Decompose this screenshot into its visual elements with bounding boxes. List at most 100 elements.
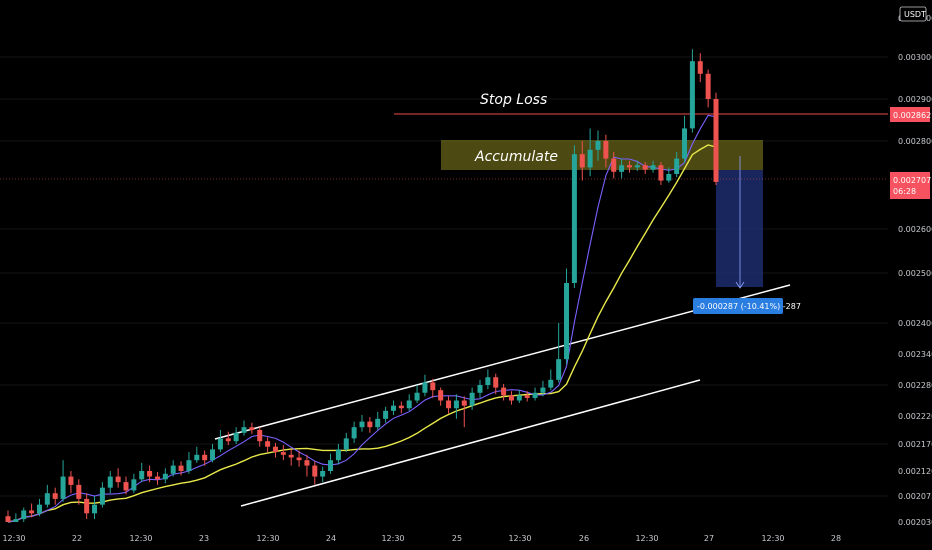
candle-body-4[interactable] — [36, 504, 42, 514]
candle-body-11[interactable] — [92, 504, 98, 514]
candle-body-76[interactable] — [603, 141, 609, 159]
candle-body-28[interactable] — [225, 438, 231, 442]
candle-body-75[interactable] — [595, 141, 601, 150]
candle-body-29[interactable] — [233, 432, 239, 442]
candle-body-64[interactable] — [508, 395, 514, 401]
candle-body-89[interactable] — [705, 73, 711, 99]
candle-body-81[interactable] — [642, 165, 648, 170]
candle-body-60[interactable] — [477, 385, 483, 393]
candle-body-52[interactable] — [414, 392, 420, 401]
candle-body-2[interactable] — [21, 510, 27, 520]
candle-body-12[interactable] — [99, 487, 105, 505]
candle-body-58[interactable] — [461, 400, 467, 406]
candle-body-48[interactable] — [383, 410, 389, 419]
candle-body-27[interactable] — [217, 438, 223, 450]
candle-body-63[interactable] — [501, 387, 507, 396]
candle-body-18[interactable] — [147, 471, 153, 477]
candle-body-33[interactable] — [265, 441, 271, 447]
channel-lower-line[interactable] — [240, 379, 701, 507]
candle-body-69[interactable] — [548, 379, 554, 388]
candle-body-59[interactable] — [469, 392, 475, 406]
candle-body-45[interactable] — [359, 421, 365, 428]
candle-body-40[interactable] — [320, 471, 326, 477]
candle-body-17[interactable] — [139, 471, 145, 480]
candle-body-53[interactable] — [422, 382, 428, 393]
time-tick-5: 24 — [326, 534, 336, 543]
candle-body-87[interactable] — [689, 61, 695, 129]
candle-body-22[interactable] — [178, 465, 184, 471]
candle-body-41[interactable] — [328, 460, 334, 471]
candle-body-25[interactable] — [202, 454, 208, 461]
candle-body-15[interactable] — [123, 482, 129, 491]
candle-body-68[interactable] — [540, 387, 546, 393]
candle-body-51[interactable] — [406, 400, 412, 409]
candle-body-80[interactable] — [634, 165, 640, 168]
candle-body-7[interactable] — [60, 476, 66, 499]
candle-body-67[interactable] — [532, 392, 538, 398]
candle-body-9[interactable] — [76, 484, 82, 499]
candle-body-30[interactable] — [241, 427, 247, 433]
candle-body-90[interactable] — [713, 99, 719, 182]
candle-body-35[interactable] — [280, 452, 286, 455]
candle-body-44[interactable] — [351, 427, 357, 439]
candle-body-39[interactable] — [312, 465, 318, 477]
candle-body-37[interactable] — [296, 457, 302, 461]
candle-body-70[interactable] — [556, 359, 562, 380]
candle-body-21[interactable] — [170, 465, 176, 474]
candle-body-55[interactable] — [438, 390, 444, 401]
candle-body-86[interactable] — [682, 128, 688, 159]
candle-body-1[interactable] — [13, 519, 19, 522]
measure-text: -0.000287 (-10.41%) -287 — [697, 302, 801, 311]
candle-body-43[interactable] — [343, 438, 349, 450]
candle-body-50[interactable] — [398, 405, 404, 409]
candle-body-23[interactable] — [186, 460, 192, 471]
candle-body-13[interactable] — [107, 476, 113, 488]
candle-body-5[interactable] — [44, 493, 50, 505]
candle-body-8[interactable] — [68, 476, 74, 485]
candle-body-71[interactable] — [564, 283, 570, 360]
candle-body-47[interactable] — [375, 418, 381, 428]
candle-body-73[interactable] — [579, 154, 585, 168]
candle-body-77[interactable] — [611, 158, 617, 172]
candle-body-66[interactable] — [524, 395, 530, 398]
candle-body-62[interactable] — [493, 377, 499, 388]
candle-body-34[interactable] — [272, 446, 278, 453]
measure-badge — [693, 298, 783, 314]
short-position-target-box[interactable] — [716, 170, 763, 287]
candle-body-19[interactable] — [154, 476, 160, 480]
candle-body-85[interactable] — [674, 158, 680, 174]
candle-body-83[interactable] — [658, 165, 664, 181]
candle-body-32[interactable] — [257, 430, 263, 442]
candle-body-72[interactable] — [571, 154, 577, 283]
candle-body-20[interactable] — [162, 473, 168, 480]
candle-body-56[interactable] — [446, 400, 452, 409]
candle-body-74[interactable] — [587, 149, 593, 168]
candle-body-46[interactable] — [367, 421, 373, 428]
candle-body-65[interactable] — [516, 395, 522, 401]
candle-body-54[interactable] — [430, 382, 436, 391]
candle-body-57[interactable] — [453, 400, 459, 409]
candle-body-16[interactable] — [131, 479, 137, 491]
candle-body-88[interactable] — [697, 61, 703, 74]
candle-body-26[interactable] — [210, 449, 216, 461]
candle-body-0[interactable] — [5, 516, 11, 522]
candle-body-31[interactable] — [249, 427, 255, 430]
candle-body-6[interactable] — [52, 493, 58, 499]
candle-body-79[interactable] — [626, 165, 632, 168]
candle-body-24[interactable] — [194, 454, 200, 461]
candle-body-78[interactable] — [619, 165, 625, 172]
candle-body-61[interactable] — [485, 377, 491, 385]
candle-body-14[interactable] — [115, 476, 121, 483]
candle-body-36[interactable] — [288, 454, 294, 458]
candle-body-3[interactable] — [29, 510, 35, 514]
candle-body-38[interactable] — [304, 460, 310, 466]
candle-body-82[interactable] — [650, 165, 656, 170]
candle-body-10[interactable] — [84, 498, 90, 514]
currency-badge[interactable] — [899, 6, 927, 22]
candle-body-49[interactable] — [390, 405, 396, 411]
candle-body-84[interactable] — [666, 174, 672, 181]
candle-body-42[interactable] — [335, 449, 341, 461]
